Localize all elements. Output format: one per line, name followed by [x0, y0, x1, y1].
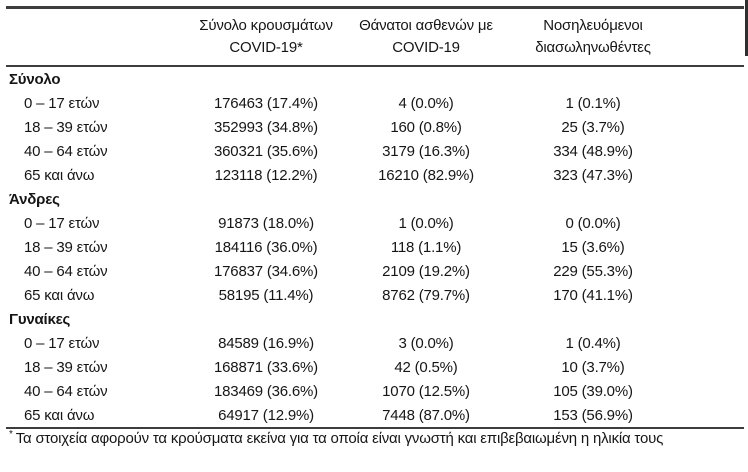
footnote: * Τα στοιχεία αφορούν τα κρούσματα εκείνα…: [9, 429, 744, 449]
intubated-cell: 0 (0.0%): [565, 214, 621, 232]
age-label: 65 και άνω: [24, 166, 95, 184]
filler-cell: [686, 163, 744, 187]
intubated-cell: 334 (48.9%): [553, 142, 633, 160]
intubated-cell: 10 (3.7%): [561, 358, 625, 376]
section-row-women: Γυναίκες: [6, 307, 744, 331]
cases-cell: 64917 (12.9%): [218, 406, 314, 424]
section-row-total: Σύνολο: [6, 66, 744, 91]
column-header-intubated-line2: διασωληνωθέντες: [535, 39, 651, 56]
right-edge-scrollbar-fragment[interactable]: [745, 0, 748, 56]
deaths-cell: 3 (0.0%): [398, 334, 454, 352]
deaths-cell: 4 (0.0%): [398, 94, 454, 112]
deaths-cell: 16210 (82.9%): [378, 166, 474, 184]
table-row: 18 – 39 ετών 184116 (36.0%) 118 (1.1%) 1…: [6, 235, 744, 259]
table-row: 65 και άνω 58195 (11.4%) 8762 (79.7%) 17…: [6, 283, 744, 307]
table-row: 0 – 17 ετών 84589 (16.9%) 3 (0.0%) 1 (0.…: [6, 331, 744, 355]
cases-cell: 352993 (34.8%): [214, 118, 318, 136]
table-header-row: Σύνολο κρουσμάτων COVID-19* Θάνατοι ασθε…: [6, 8, 744, 67]
column-header-deaths-line1: Θάνατοι ασθενών με: [359, 17, 493, 34]
section-row-men: Άνδρες: [6, 187, 744, 211]
filler-cell: [686, 331, 744, 355]
deaths-cell: 1070 (12.5%): [382, 382, 470, 400]
filler-cell: [686, 139, 744, 163]
table-row: 0 – 17 ετών 176463 (17.4%) 4 (0.0%) 1 (0…: [6, 91, 744, 115]
age-label: 40 – 64 ετών: [24, 382, 108, 400]
deaths-cell: 3179 (16.3%): [382, 142, 470, 160]
table-row: 65 και άνω 64917 (12.9%) 7448 (87.0%) 15…: [6, 403, 744, 428]
filler-cell: [686, 355, 744, 379]
table-row: 40 – 64 ετών 360321 (35.6%) 3179 (16.3%)…: [6, 139, 744, 163]
filler-cell: [686, 91, 744, 115]
filler-cell: [686, 259, 744, 283]
row-label-column-header: [6, 8, 180, 67]
deaths-cell: 160 (0.8%): [390, 118, 462, 136]
filler-cell: [686, 115, 744, 139]
deaths-cell: 7448 (87.0%): [382, 406, 470, 424]
column-header-cases-line2: COVID-19*: [229, 39, 303, 56]
deaths-cell: 42 (0.5%): [394, 358, 458, 376]
cases-cell: 84589 (16.9%): [218, 334, 314, 352]
intubated-cell: 323 (47.3%): [553, 166, 633, 184]
footnote-asterisk: *: [9, 429, 13, 440]
age-label: 18 – 39 ετών: [24, 358, 108, 376]
cases-cell: 176837 (34.6%): [214, 262, 318, 280]
cases-cell: 58195 (11.4%): [218, 286, 314, 304]
filler-cell: [686, 283, 744, 307]
column-header-deaths: Θάνατοι ασθενών με COVID-19: [352, 8, 500, 67]
table-row: 65 και άνω 123118 (12.2%) 16210 (82.9%) …: [6, 163, 744, 187]
deaths-cell: 1 (0.0%): [398, 214, 454, 232]
age-label: 0 – 17 ετών: [24, 94, 100, 112]
age-label: 40 – 64 ετών: [24, 142, 108, 160]
age-label: 18 – 39 ετών: [24, 118, 108, 136]
intubated-cell: 105 (39.0%): [553, 382, 633, 400]
age-label: 65 και άνω: [24, 406, 95, 424]
age-label: 40 – 64 ετών: [24, 262, 108, 280]
cases-cell: 360321 (35.6%): [214, 142, 318, 160]
cases-cell: 184116 (36.0%): [214, 238, 318, 256]
cases-cell: 176463 (17.4%): [214, 94, 318, 112]
column-header-cases-line1: Σύνολο κρουσμάτων: [199, 17, 333, 34]
covid-stats-table: Σύνολο κρουσμάτων COVID-19* Θάνατοι ασθε…: [6, 6, 744, 429]
intubated-cell: 229 (55.3%): [553, 262, 633, 280]
table-row: 40 – 64 ετών 183469 (36.6%) 1070 (12.5%)…: [6, 379, 744, 403]
filler-cell: [686, 403, 744, 428]
cases-cell: 91873 (18.0%): [218, 214, 314, 232]
cases-cell: 168871 (33.6%): [214, 358, 318, 376]
section-label: Γυναίκες: [9, 310, 71, 328]
table-row: 18 – 39 ετών 168871 (33.6%) 42 (0.5%) 10…: [6, 355, 744, 379]
intubated-cell: 25 (3.7%): [561, 118, 625, 136]
filler-cell: [686, 379, 744, 403]
filler-cell: [686, 235, 744, 259]
intubated-cell: 153 (56.9%): [553, 406, 633, 424]
table-row: 40 – 64 ετών 176837 (34.6%) 2109 (19.2%)…: [6, 259, 744, 283]
intubated-cell: 1 (0.1%): [565, 94, 621, 112]
column-header-intubated: Νοσηλευόμενοι διασωληνωθέντες: [500, 8, 686, 67]
deaths-cell: 118 (1.1%): [390, 238, 462, 256]
column-header-intubated-line1: Νοσηλευόμενοι: [543, 17, 643, 34]
intubated-cell: 170 (41.1%): [553, 286, 633, 304]
age-label: 18 – 39 ετών: [24, 238, 108, 256]
filler-column-header: [686, 8, 744, 67]
age-label: 0 – 17 ετών: [24, 334, 100, 352]
cases-cell: 123118 (12.2%): [214, 166, 318, 184]
column-header-deaths-line2: COVID-19: [392, 39, 460, 56]
table-row: 0 – 17 ετών 91873 (18.0%) 1 (0.0%) 0 (0.…: [6, 211, 744, 235]
table-row: 18 – 39 ετών 352993 (34.8%) 160 (0.8%) 2…: [6, 115, 744, 139]
age-label: 0 – 17 ετών: [24, 214, 100, 232]
cases-cell: 183469 (36.6%): [214, 382, 318, 400]
footnote-text: Τα στοιχεία αφορούν τα κρούσματα εκείνα …: [15, 430, 664, 447]
deaths-cell: 8762 (79.7%): [382, 286, 470, 304]
intubated-cell: 15 (3.6%): [561, 238, 625, 256]
age-label: 65 και άνω: [24, 286, 95, 304]
deaths-cell: 2109 (19.2%): [382, 262, 470, 280]
column-header-cases: Σύνολο κρουσμάτων COVID-19*: [180, 8, 352, 67]
section-label: Άνδρες: [9, 190, 60, 208]
section-label: Σύνολο: [9, 70, 61, 88]
filler-cell: [686, 211, 744, 235]
intubated-cell: 1 (0.4%): [565, 334, 621, 352]
